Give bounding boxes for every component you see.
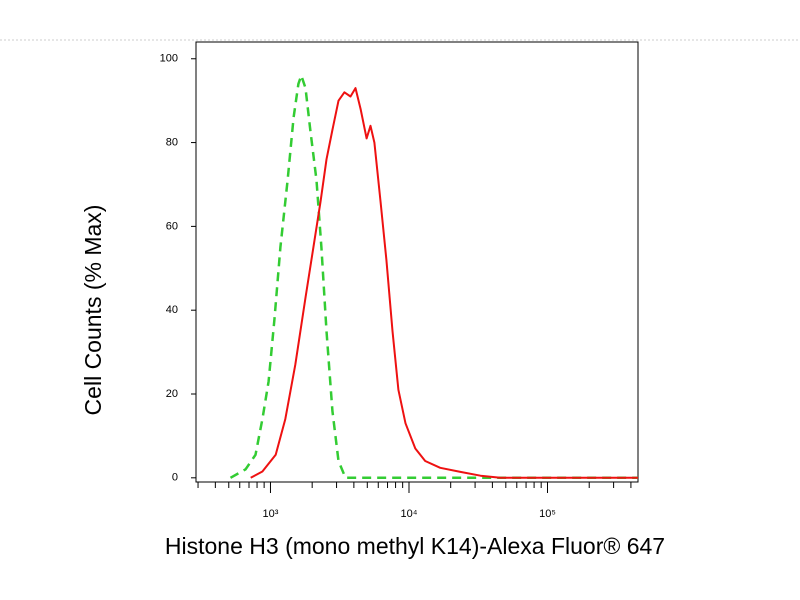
plot-frame [195,41,639,483]
x-tick-label: 10⁴ [401,508,418,520]
y-tick-label: 0 [172,472,178,484]
y-tick-label: 80 [166,136,178,148]
y-tick-label: 100 [160,53,178,65]
x-tick-label: 10³ [263,508,279,520]
y-tick-label: 40 [166,304,178,316]
histogram-line [250,87,638,479]
y-tick-label: 60 [166,220,178,232]
histogram-line [229,74,638,480]
x-tick-label: 10⁵ [539,508,556,520]
x-axis-title: Histone H3 (mono methyl K14)-Alexa Fluor… [165,533,665,559]
y-tick-label: 20 [166,388,178,400]
y-axis-title: Cell Counts (% Max) [80,205,106,416]
